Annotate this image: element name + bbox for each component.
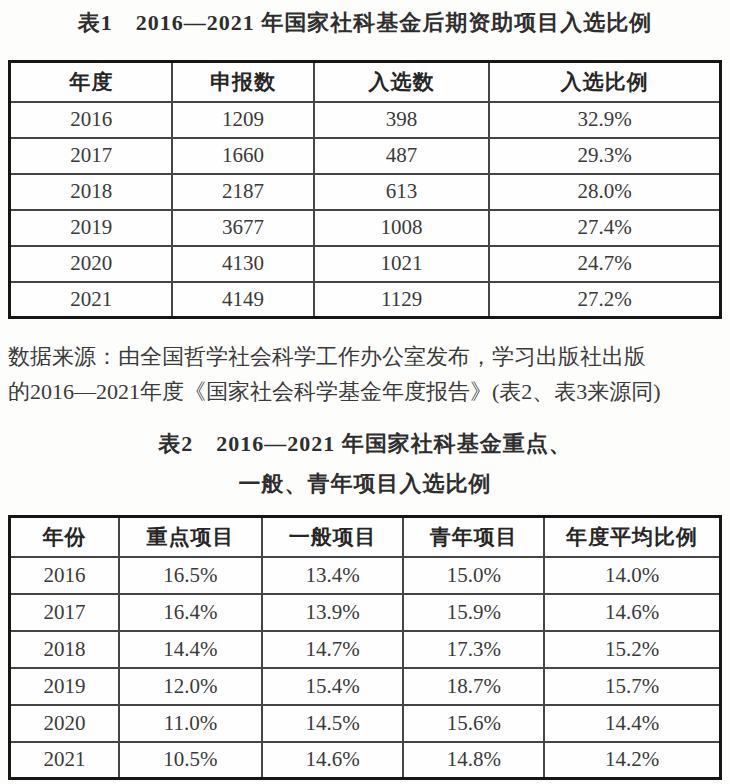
table-cell: 1209	[172, 102, 313, 138]
table-cell: 15.6%	[403, 705, 544, 742]
table2-header: 年份 重点项目 一般项目 青年项目 年度平均比例	[10, 517, 721, 557]
table-cell: 1021	[314, 246, 490, 282]
table-cell: 10.5%	[119, 742, 262, 779]
table2: 年份 重点项目 一般项目 青年项目 年度平均比例 201616.5%13.4%1…	[8, 515, 722, 780]
table-cell: 2019	[10, 210, 173, 246]
table-cell: 27.2%	[489, 282, 720, 318]
data-source-note: 数据来源：由全国哲学社会科学工作办公室发布，学习出版社出版 的2016—2021…	[8, 319, 722, 409]
table-cell: 15.7%	[544, 668, 720, 705]
table1-header-ratio: 入选比例	[489, 62, 720, 102]
table2-header-general-projects: 一般项目	[262, 517, 403, 557]
table2-header-youth-projects: 青年项目	[403, 517, 544, 557]
table-cell: 2018	[10, 174, 173, 210]
table-cell: 487	[314, 138, 490, 174]
table1-body: 2016120939832.9%2017166048729.3%20182187…	[10, 102, 721, 318]
table-cell: 2017	[10, 138, 173, 174]
table-cell: 15.9%	[403, 594, 544, 631]
table1-header-applications: 申报数	[172, 62, 313, 102]
table-cell: 18.7%	[403, 668, 544, 705]
table-cell: 13.9%	[262, 594, 403, 631]
table1-title: 表1 2016—2021 年国家社科基金后期资助项目入选比例	[0, 0, 730, 38]
table2-header-annual-average: 年度平均比例	[544, 517, 720, 557]
table-cell: 613	[314, 174, 490, 210]
table-cell: 15.0%	[403, 557, 544, 594]
table-cell: 14.5%	[262, 705, 403, 742]
table-cell: 2020	[10, 705, 119, 742]
table-row: 201814.4%14.7%17.3%15.2%	[10, 631, 721, 668]
table2-header-key-projects: 重点项目	[119, 517, 262, 557]
table-row: 2016120939832.9%	[10, 102, 721, 138]
table2-title-line1: 表2 2016—2021 年国家社科基金重点、	[0, 409, 730, 459]
table-cell: 4149	[172, 282, 313, 318]
table-row: 201912.0%15.4%18.7%15.7%	[10, 668, 721, 705]
table1: 年度 申报数 入选数 入选比例 2016120939832.9%20171660…	[8, 60, 722, 319]
table-cell: 2021	[10, 282, 173, 318]
table-cell: 2020	[10, 246, 173, 282]
table-header-row: 年份 重点项目 一般项目 青年项目 年度平均比例	[10, 517, 721, 557]
table-cell: 4130	[172, 246, 313, 282]
table-cell: 14.0%	[544, 557, 720, 594]
table-cell: 398	[314, 102, 490, 138]
table-cell: 17.3%	[403, 631, 544, 668]
table-cell: 14.6%	[544, 594, 720, 631]
table2-title-line2: 一般、青年项目入选比例	[0, 459, 730, 515]
table-row: 202011.0%14.5%15.6%14.4%	[10, 705, 721, 742]
table-cell: 14.4%	[544, 705, 720, 742]
table-cell: 2187	[172, 174, 313, 210]
table-row: 2017166048729.3%	[10, 138, 721, 174]
table-row: 20204130102124.7%	[10, 246, 721, 282]
table-cell: 11.0%	[119, 705, 262, 742]
table-cell: 28.0%	[489, 174, 720, 210]
table-cell: 16.4%	[119, 594, 262, 631]
table-cell: 3677	[172, 210, 313, 246]
table-row: 20214149112927.2%	[10, 282, 721, 318]
table-cell: 32.9%	[489, 102, 720, 138]
table1-header-selected: 入选数	[314, 62, 490, 102]
table-cell: 15.4%	[262, 668, 403, 705]
table-cell: 2016	[10, 102, 173, 138]
table-row: 202110.5%14.6%14.8%14.2%	[10, 742, 721, 779]
table-cell: 2019	[10, 668, 119, 705]
table-cell: 14.7%	[262, 631, 403, 668]
table-cell: 2017	[10, 594, 119, 631]
table-cell: 14.2%	[544, 742, 720, 779]
table-cell: 14.4%	[119, 631, 262, 668]
table-cell: 29.3%	[489, 138, 720, 174]
source-note-line1: 数据来源：由全国哲学社会科学工作办公室发布，学习出版社出版	[8, 339, 722, 374]
table-header-row: 年度 申报数 入选数 入选比例	[10, 62, 721, 102]
table-cell: 13.4%	[262, 557, 403, 594]
table-row: 201616.5%13.4%15.0%14.0%	[10, 557, 721, 594]
table-cell: 14.8%	[403, 742, 544, 779]
table-cell: 1008	[314, 210, 490, 246]
document-page: 表1 2016—2021 年国家社科基金后期资助项目入选比例 年度 申报数 入选…	[0, 0, 730, 784]
source-note-line2: 的2016—2021年度《国家社会科学基金年度报告》(表2、表3来源同)	[8, 374, 722, 409]
table-cell: 14.6%	[262, 742, 403, 779]
table2-body: 201616.5%13.4%15.0%14.0%201716.4%13.9%15…	[10, 557, 721, 779]
table-cell: 15.2%	[544, 631, 720, 668]
table-cell: 1129	[314, 282, 490, 318]
table-cell: 2016	[10, 557, 119, 594]
table-row: 20193677100827.4%	[10, 210, 721, 246]
table-row: 2018218761328.0%	[10, 174, 721, 210]
table2-header-year: 年份	[10, 517, 119, 557]
table-cell: 1660	[172, 138, 313, 174]
table-cell: 24.7%	[489, 246, 720, 282]
table1-header: 年度 申报数 入选数 入选比例	[10, 62, 721, 102]
table-cell: 27.4%	[489, 210, 720, 246]
table-cell: 2018	[10, 631, 119, 668]
table1-header-year: 年度	[10, 62, 173, 102]
table-cell: 12.0%	[119, 668, 262, 705]
table-row: 201716.4%13.9%15.9%14.6%	[10, 594, 721, 631]
table-cell: 2021	[10, 742, 119, 779]
table-cell: 16.5%	[119, 557, 262, 594]
